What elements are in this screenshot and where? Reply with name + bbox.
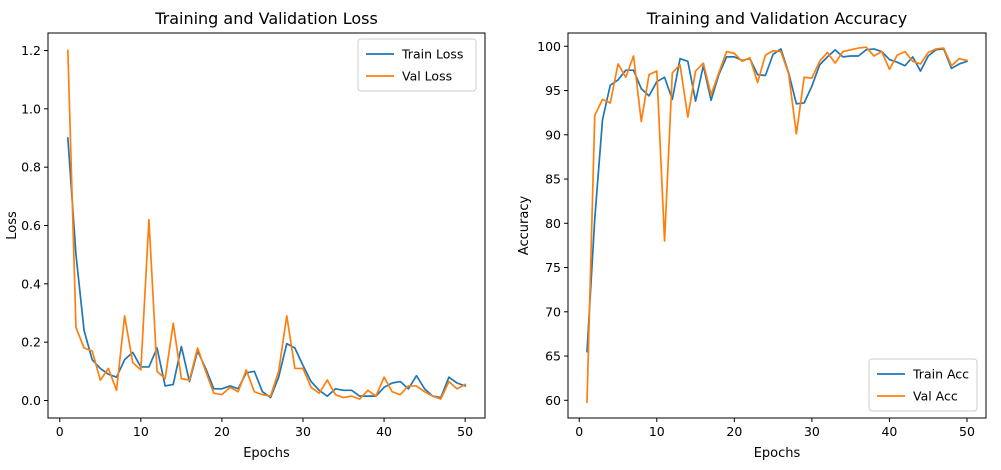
accuracy-legend: Train Acc Val Acc xyxy=(868,358,978,412)
loss-y-tick-label: 1.2 xyxy=(21,43,41,58)
accuracy-x-tick-label: 10 xyxy=(649,424,665,439)
accuracy-x-axis-label: Epochs xyxy=(754,446,801,461)
accuracy-legend-label: Val Acc xyxy=(913,389,958,404)
accuracy-x-tick-label: 0 xyxy=(575,424,583,439)
loss-legend-label: Train Loss xyxy=(401,47,463,62)
accuracy-y-tick-label: 100 xyxy=(537,39,561,54)
loss-chart-title: Training and Validation Loss xyxy=(154,9,378,28)
accuracy-x-tick-label: 50 xyxy=(959,424,975,439)
accuracy-y-tick-label: 65 xyxy=(545,349,561,364)
accuracy-y-tick-label: 80 xyxy=(545,216,561,231)
accuracy-y-axis-label: Accuracy xyxy=(517,196,532,256)
accuracy-series-val-acc xyxy=(586,46,969,403)
accuracy-x-tick-label: 40 xyxy=(881,424,897,439)
loss-x-tick-label: 40 xyxy=(376,424,392,439)
accuracy-plot-frame xyxy=(567,32,987,419)
loss-y-axis-label: Loss xyxy=(5,211,20,240)
accuracy-x-tick-label: 30 xyxy=(804,424,820,439)
loss-x-tick-label: 10 xyxy=(133,424,149,439)
accuracy-y-tick-label: 95 xyxy=(545,83,561,98)
loss-x-tick-label: 50 xyxy=(457,424,473,439)
accuracy-y-tick-label: 85 xyxy=(545,172,561,187)
accuracy-y-tick-label: 90 xyxy=(545,127,561,142)
loss-legend: Train Loss Val Loss xyxy=(357,38,477,92)
accuracy-series-lines xyxy=(586,46,969,403)
loss-y-tick-label: 0.2 xyxy=(21,335,41,350)
loss-y-tick-label: 0.8 xyxy=(21,160,41,175)
loss-x-tick-label: 0 xyxy=(56,424,64,439)
loss-chart-panel: Training and Validation Loss Epochs Loss… xyxy=(5,9,486,461)
loss-y-tick-label: 0.6 xyxy=(21,218,41,233)
loss-axis-ticks: 0 10 20 30 40 50 0.0 0.2 0.4 0.6 0.8 1.0 1.2 xyxy=(21,43,473,439)
accuracy-y-tick-label: 60 xyxy=(545,393,561,408)
loss-series-val-loss xyxy=(66,49,467,400)
loss-x-tick-label: 20 xyxy=(214,424,230,439)
loss-x-axis-label: Epochs xyxy=(243,446,290,461)
accuracy-y-tick-label: 75 xyxy=(545,260,561,275)
loss-y-tick-label: 0.0 xyxy=(21,393,41,408)
loss-x-tick-label: 30 xyxy=(295,424,311,439)
loss-legend-box xyxy=(357,38,477,92)
accuracy-x-tick-label: 20 xyxy=(726,424,742,439)
accuracy-y-tick-label: 70 xyxy=(545,304,561,319)
loss-y-tick-label: 1.0 xyxy=(21,101,41,116)
accuracy-axis-ticks: 0 10 20 30 40 50 60 65 70 75 80 85 90 95 100 xyxy=(537,39,975,439)
loss-series-lines xyxy=(66,49,467,400)
accuracy-legend-label: Train Acc xyxy=(912,367,969,382)
loss-plot-frame xyxy=(47,32,486,419)
accuracy-chart-title: Training and Validation Accuracy xyxy=(646,9,908,28)
loss-y-tick-label: 0.4 xyxy=(21,276,41,291)
loss-legend-label: Val Loss xyxy=(402,69,452,84)
accuracy-legend-box xyxy=(868,358,978,412)
accuracy-chart-panel: Training and Validation Accuracy Epochs … xyxy=(517,9,987,461)
